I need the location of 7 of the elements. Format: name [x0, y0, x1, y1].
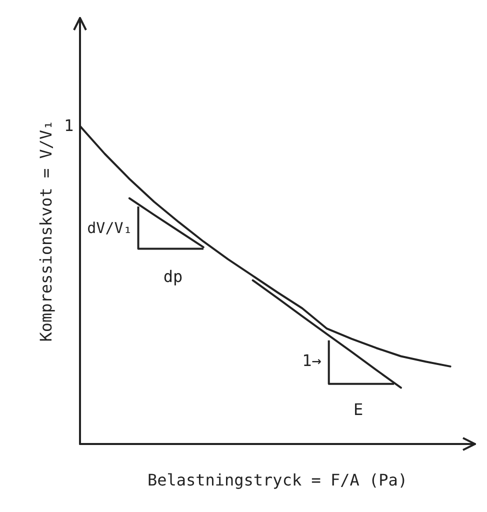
x-axis-title: Belastningstryck = F/A (Pa)	[147, 470, 408, 490]
text: 1	[64, 116, 74, 136]
y-axis-title: Kompressionskvot = V/V₁	[36, 120, 56, 342]
annotation: dp	[163, 266, 183, 286]
annotation: E	[353, 400, 364, 420]
annotation: dV/V₁	[87, 218, 132, 237]
annotation: 1→	[302, 351, 322, 370]
